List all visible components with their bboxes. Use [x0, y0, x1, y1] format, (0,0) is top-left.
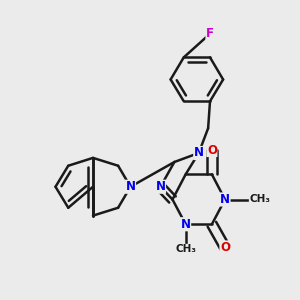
Text: O: O: [220, 241, 230, 254]
Text: N: N: [220, 193, 230, 206]
Text: CH₃: CH₃: [249, 194, 270, 205]
Text: CH₃: CH₃: [175, 244, 196, 254]
Text: N: N: [125, 180, 136, 193]
Text: N: N: [194, 146, 204, 160]
Text: F: F: [206, 27, 214, 40]
Text: N: N: [155, 180, 166, 193]
Text: O: O: [207, 143, 217, 157]
Text: N: N: [181, 218, 190, 231]
